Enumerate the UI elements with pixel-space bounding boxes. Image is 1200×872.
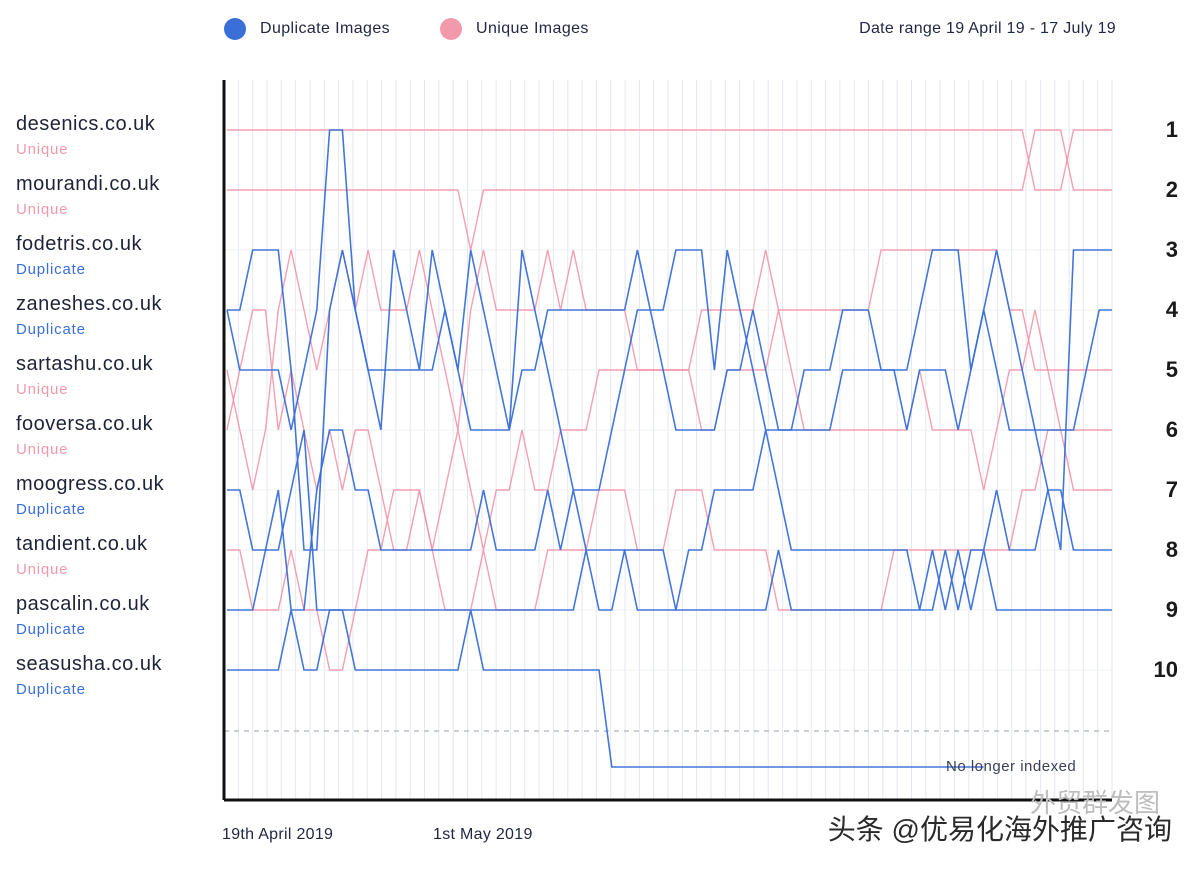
domain-type-label: Duplicate <box>16 501 86 518</box>
series-line-fodetris-co-uk <box>227 249 1112 551</box>
no-longer-indexed-label: No longer indexed <box>946 758 1076 775</box>
rank-tick-label: 6 <box>1165 417 1178 442</box>
domain-type-label: Duplicate <box>16 321 86 338</box>
legend-duplicate-label: Duplicate Images <box>260 20 391 37</box>
domain-type-label: Duplicate <box>16 681 86 698</box>
domain-name: seasusha.co.uk <box>16 653 162 675</box>
legend-unique-label: Unique Images <box>476 20 589 37</box>
rank-tick-label: 2 <box>1165 177 1178 202</box>
series-line-pascalin-co-uk <box>227 429 1112 611</box>
domain-row: fodetris.co.uk Duplicate <box>16 232 216 280</box>
domain-type-label: Unique <box>16 441 69 458</box>
domain-row: pascalin.co.uk Duplicate <box>16 592 216 640</box>
domain-name: fooversa.co.uk <box>16 413 154 435</box>
domain-row: seasusha.co.uk Duplicate <box>16 652 216 700</box>
series-line-desenics-co-uk <box>227 129 1112 191</box>
date-range-label: Date range 19 April 19 - 17 July 19 <box>859 20 1116 37</box>
domain-row: desenics.co.uk Unique <box>16 112 216 160</box>
watermark-text: 头条 @优易化海外推广咨询 <box>827 814 1172 845</box>
domain-type-label: Duplicate <box>16 621 86 638</box>
watermark-ghost-text: 外贸群发图 <box>1029 788 1160 818</box>
legend-duplicate: Duplicate Images <box>224 18 390 40</box>
domain-name: fodetris.co.uk <box>16 233 142 255</box>
x-tick-label-start: 19th April 2019 <box>222 826 334 843</box>
x-tick-label-may: 1st May 2019 <box>433 826 533 843</box>
series-line-tandient-co-uk <box>227 429 1112 671</box>
legend-duplicate-swatch <box>224 18 246 40</box>
rank-tick-label: 5 <box>1165 357 1178 382</box>
domain-row: sartashu.co.uk Unique <box>16 352 216 400</box>
domain-name: moogress.co.uk <box>16 473 165 495</box>
series-line-seasusha-co-uk <box>227 609 984 768</box>
series-line-fooversa-co-uk <box>226 309 1112 551</box>
domain-type-label: Duplicate <box>16 261 86 278</box>
domain-row: moogress.co.uk Duplicate <box>16 472 216 520</box>
rank-tick-label: 8 <box>1165 537 1178 562</box>
domain-name: pascalin.co.uk <box>16 593 150 615</box>
domain-type-label: Unique <box>16 561 69 578</box>
domain-row: tandient.co.uk Unique <box>16 532 216 580</box>
rank-tick-label: 1 <box>1165 117 1178 142</box>
domain-row: fooversa.co.uk Unique <box>16 412 216 460</box>
domain-row: zaneshes.co.uk Duplicate <box>16 292 216 340</box>
rank-tick-label: 10 <box>1153 657 1178 682</box>
domain-name: tandient.co.uk <box>16 533 148 555</box>
domain-type-label: Unique <box>16 141 69 158</box>
domain-name: sartashu.co.uk <box>16 353 154 375</box>
series-line-zaneshes-co-uk <box>226 129 1112 431</box>
legend-unique-swatch <box>440 18 462 40</box>
rank-tick-label: 4 <box>1165 297 1178 322</box>
domain-name: mourandi.co.uk <box>16 173 160 195</box>
domain-name: zaneshes.co.uk <box>16 293 162 315</box>
legend-unique: Unique Images <box>440 18 589 40</box>
series-line-mourandi-co-uk <box>227 129 1112 251</box>
domain-row: mourandi.co.uk Unique <box>16 172 216 220</box>
domain-type-label: Unique <box>16 201 69 218</box>
domain-type-label: Unique <box>16 381 69 398</box>
rank-tick-label: 9 <box>1165 597 1178 622</box>
domain-name: desenics.co.uk <box>16 113 156 135</box>
rank-tick-label: 7 <box>1165 477 1178 502</box>
rank-tick-label: 3 <box>1165 237 1178 262</box>
